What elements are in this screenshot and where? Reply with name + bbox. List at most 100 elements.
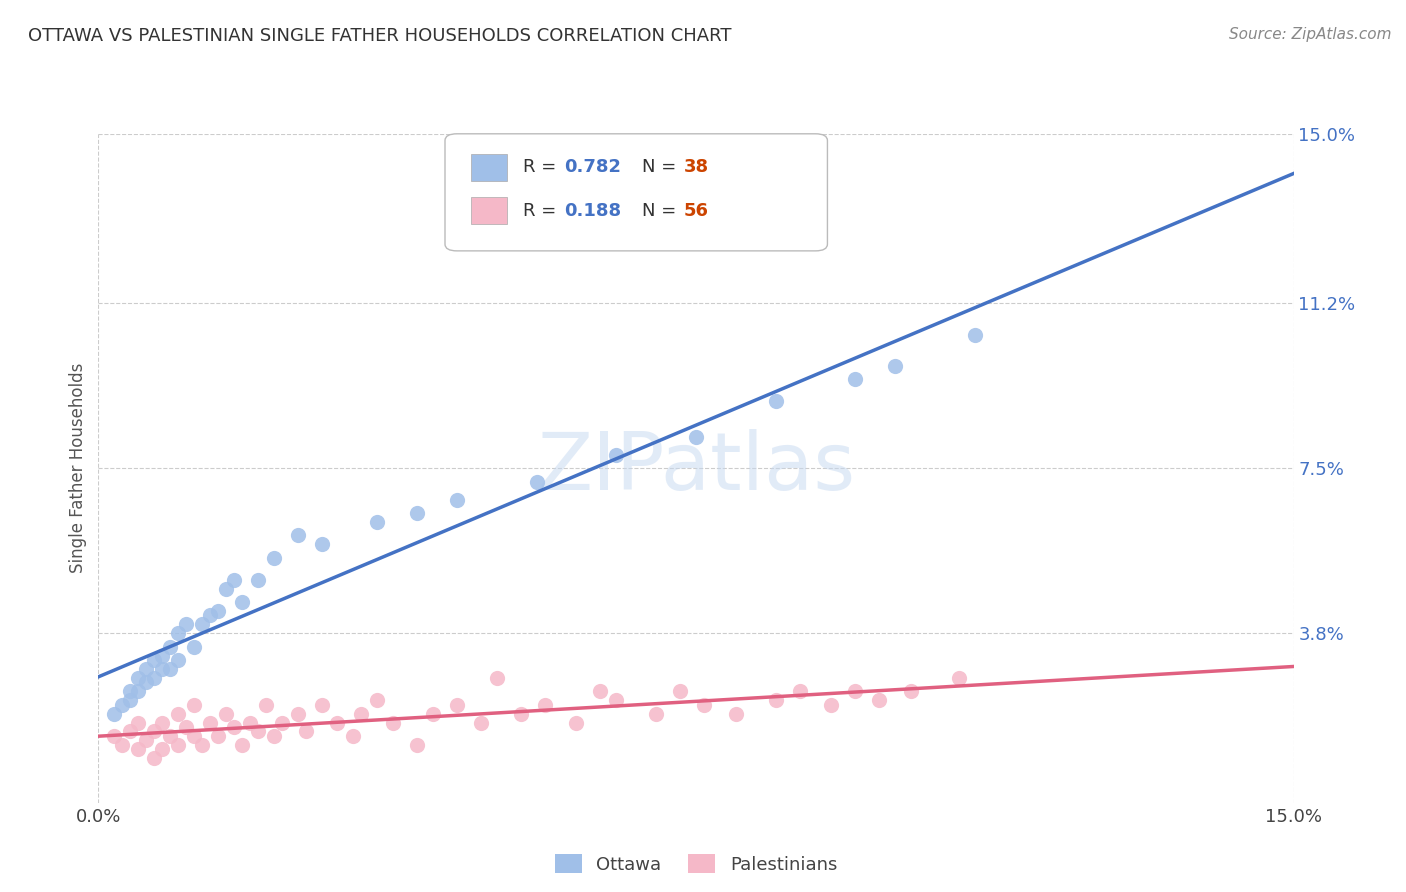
Point xyxy=(207,604,229,618)
Point xyxy=(765,394,787,409)
Point xyxy=(159,662,181,676)
Point xyxy=(159,729,181,743)
Point xyxy=(311,537,333,551)
Point xyxy=(120,684,142,698)
Point xyxy=(150,742,173,756)
Point xyxy=(215,582,238,596)
Point xyxy=(191,738,214,752)
Point xyxy=(150,648,173,663)
Text: OTTAWA VS PALESTINIAN SINGLE FATHER HOUSEHOLDS CORRELATION CHART: OTTAWA VS PALESTINIAN SINGLE FATHER HOUS… xyxy=(28,27,731,45)
Point xyxy=(685,430,707,444)
Point xyxy=(222,573,245,587)
Point xyxy=(135,733,157,747)
Point xyxy=(263,729,285,743)
Point xyxy=(159,640,181,654)
Point xyxy=(263,550,285,565)
Point xyxy=(167,738,190,752)
Point xyxy=(143,724,166,739)
Point xyxy=(724,706,747,721)
Point xyxy=(127,742,149,756)
Point xyxy=(198,715,221,730)
Point xyxy=(167,626,190,640)
Text: R =: R = xyxy=(523,202,561,219)
Legend: Ottawa, Palestinians: Ottawa, Palestinians xyxy=(547,847,845,880)
Point xyxy=(246,724,269,739)
Point xyxy=(693,698,716,712)
Point xyxy=(254,698,277,712)
Point xyxy=(127,671,149,685)
Point xyxy=(382,715,405,730)
Point xyxy=(509,706,531,721)
Point xyxy=(366,693,388,707)
Point xyxy=(174,720,197,734)
Point xyxy=(143,671,166,685)
Point xyxy=(789,684,811,698)
Point xyxy=(765,693,787,707)
Point xyxy=(287,528,309,542)
Point xyxy=(422,706,444,721)
Point xyxy=(215,706,238,721)
Point xyxy=(231,738,253,752)
Point xyxy=(111,698,134,712)
Point xyxy=(150,715,173,730)
Point xyxy=(366,515,388,529)
Point xyxy=(900,684,922,698)
Point xyxy=(246,573,269,587)
Point xyxy=(120,724,142,739)
Point xyxy=(150,662,173,676)
Point xyxy=(470,715,492,730)
Point xyxy=(820,698,842,712)
Point xyxy=(231,595,253,609)
Point xyxy=(446,492,468,507)
Text: 0.782: 0.782 xyxy=(565,158,621,177)
Text: 38: 38 xyxy=(685,158,709,177)
Point xyxy=(183,729,205,743)
Point xyxy=(127,715,149,730)
Point xyxy=(111,738,134,752)
FancyBboxPatch shape xyxy=(444,134,827,251)
Point xyxy=(270,715,292,730)
Point xyxy=(406,506,429,520)
Point xyxy=(406,738,429,752)
Point xyxy=(222,720,245,734)
Point xyxy=(311,698,333,712)
Point xyxy=(605,693,627,707)
Point xyxy=(207,729,229,743)
Y-axis label: Single Father Households: Single Father Households xyxy=(69,363,87,574)
Point xyxy=(103,706,125,721)
Point xyxy=(294,724,316,739)
Point xyxy=(963,327,986,342)
Point xyxy=(135,675,157,690)
Point xyxy=(143,751,166,765)
Text: ZIPatlas: ZIPatlas xyxy=(537,429,855,508)
FancyBboxPatch shape xyxy=(471,154,508,181)
Point xyxy=(948,671,970,685)
Text: Source: ZipAtlas.com: Source: ZipAtlas.com xyxy=(1229,27,1392,42)
Point xyxy=(191,617,214,632)
Point xyxy=(103,729,125,743)
Point xyxy=(589,684,612,698)
Point xyxy=(645,706,668,721)
Point xyxy=(565,715,588,730)
Text: N =: N = xyxy=(643,158,682,177)
Point xyxy=(844,372,866,386)
Point xyxy=(183,698,205,712)
Text: 0.188: 0.188 xyxy=(565,202,621,219)
Point xyxy=(669,684,692,698)
Point xyxy=(884,359,907,373)
Point xyxy=(605,448,627,462)
Text: 56: 56 xyxy=(685,202,709,219)
Point xyxy=(342,729,364,743)
Point xyxy=(446,698,468,712)
FancyBboxPatch shape xyxy=(471,197,508,224)
Text: N =: N = xyxy=(643,202,682,219)
Point xyxy=(198,608,221,623)
Point xyxy=(526,475,548,489)
Point xyxy=(167,653,190,667)
Point xyxy=(533,698,555,712)
Point xyxy=(287,706,309,721)
Point xyxy=(135,662,157,676)
Point xyxy=(167,706,190,721)
Point xyxy=(127,684,149,698)
Point xyxy=(174,617,197,632)
